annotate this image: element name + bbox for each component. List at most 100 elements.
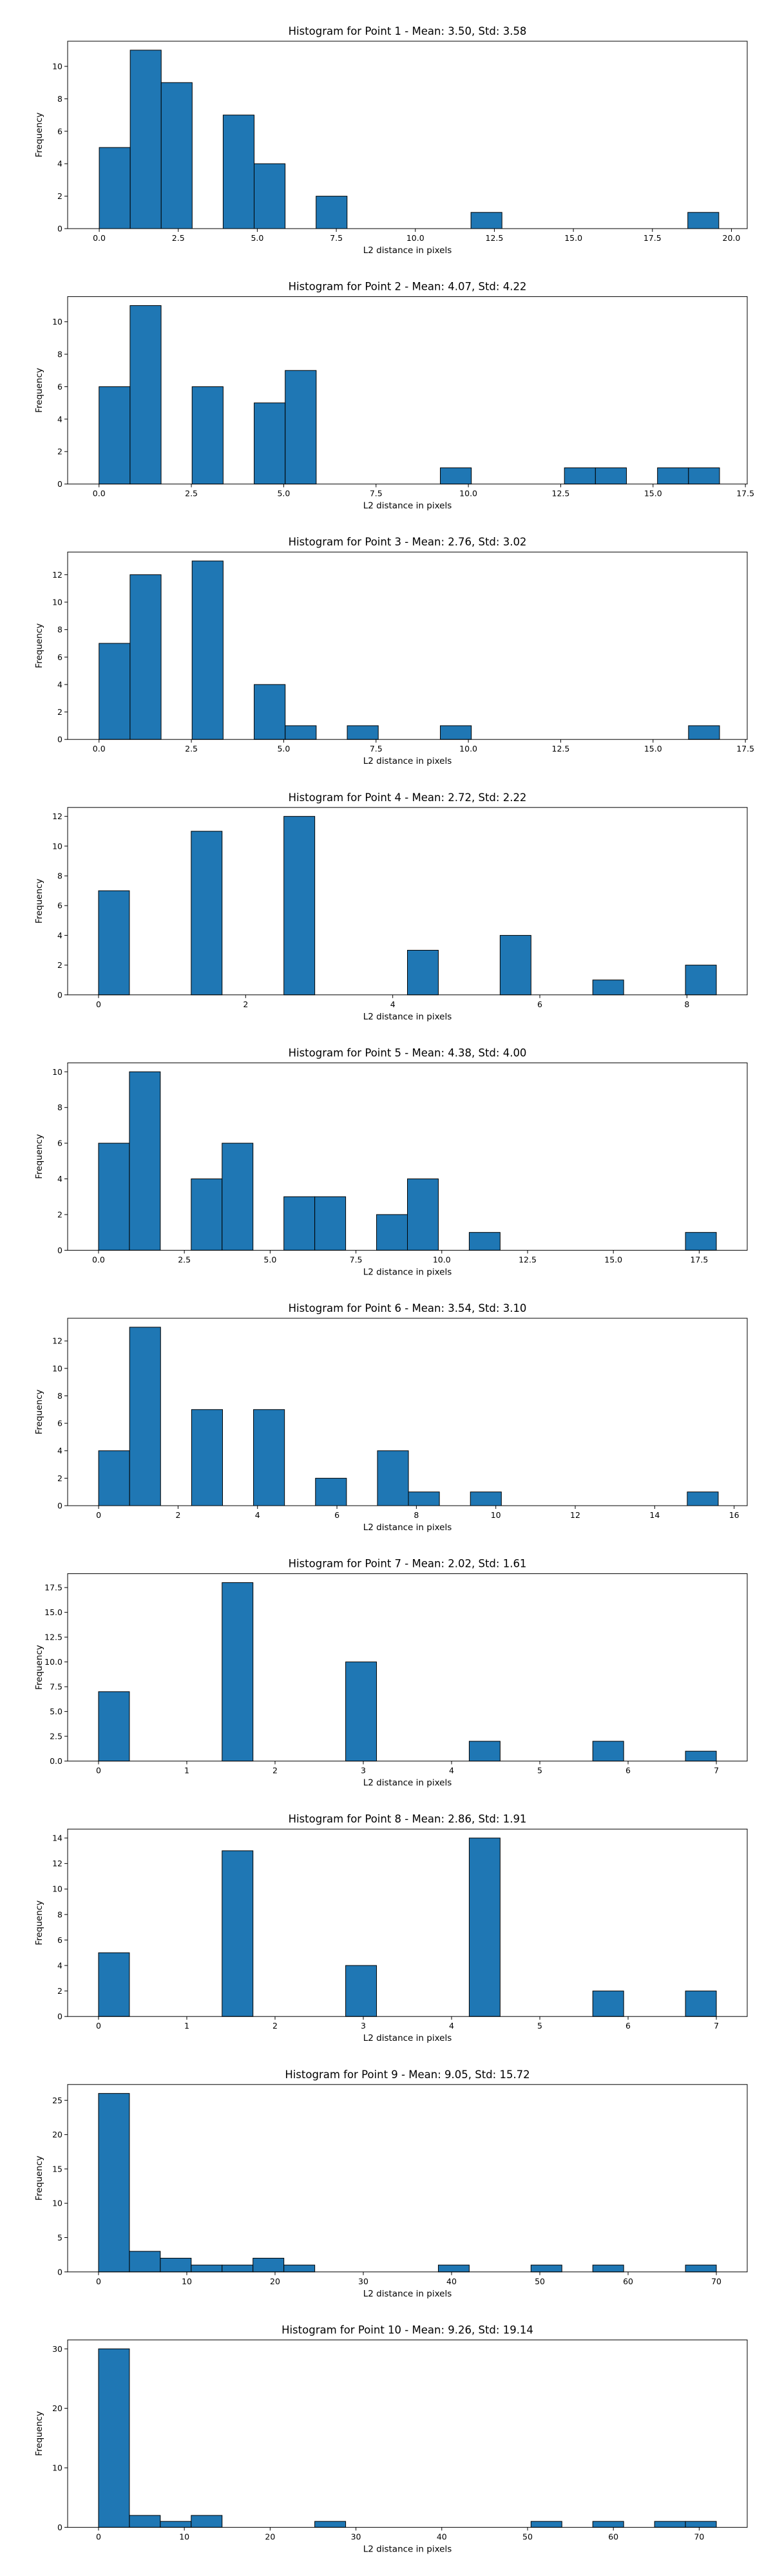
histogram-bar xyxy=(377,1450,409,1506)
y-tick-label: 8 xyxy=(57,625,62,634)
x-tick-label: 17.5 xyxy=(736,744,754,753)
x-tick-label: 4 xyxy=(390,999,396,1009)
x-tick-label: 5.0 xyxy=(277,744,290,753)
x-tick-label: 70 xyxy=(694,2532,704,2541)
y-tick-label: 2.5 xyxy=(50,1732,62,1741)
histogram-bar xyxy=(283,1196,316,1251)
y-axis: 0 2 4 6 8 10 12 14 xyxy=(52,1833,68,2022)
x-axis: 0 2 4 6 8 10 12 14 16 xyxy=(96,1506,740,1520)
histogram-bar xyxy=(98,1142,130,1251)
y-tick-label: 10 xyxy=(52,598,62,607)
histogram-bar xyxy=(129,1327,161,1506)
x-tick-label: 5.0 xyxy=(251,233,263,243)
histogram-bar xyxy=(129,574,162,740)
y-tick-label: 0 xyxy=(57,1501,62,1511)
y-tick-label: 6 xyxy=(57,1419,62,1428)
x-axis-label: L2 distance in pixels xyxy=(363,501,452,511)
histogram-bar xyxy=(407,1179,439,1251)
y-tick-label: 12 xyxy=(52,811,62,821)
x-tick-label: 60 xyxy=(608,2532,618,2541)
x-tick-label: 4 xyxy=(449,1766,454,1776)
histogram-bar xyxy=(687,212,720,229)
y-axis-label: Frequency xyxy=(34,623,44,668)
y-axis-label: Frequency xyxy=(34,1645,44,1690)
x-tick-label: 12.5 xyxy=(519,1255,537,1264)
y-axis-label: Frequency xyxy=(34,1900,44,1946)
y-tick-label: 5 xyxy=(57,2233,62,2242)
x-axis-label: L2 distance in pixels xyxy=(363,245,452,256)
histogram-bar xyxy=(470,212,502,229)
x-tick-label: 0 xyxy=(96,2021,101,2031)
y-axis: 0.0 2.5 5.0 7.5 10.0 12.5 15.0 17.5 xyxy=(44,1583,68,1766)
histogram-bar xyxy=(222,1582,254,1762)
chart-title: Histogram for Point 10 - Mean: 9.26, Std… xyxy=(282,2324,533,2336)
x-tick-label: 15.0 xyxy=(644,489,662,498)
chart-title: Histogram for Point 6 - Mean: 3.54, Std:… xyxy=(289,1302,527,1314)
histogram-bar xyxy=(440,467,472,485)
histogram-bar xyxy=(408,1492,440,1506)
chart-title: Histogram for Point 2 - Mean: 4.07, Std:… xyxy=(289,281,527,293)
x-axis-label: L2 distance in pixels xyxy=(363,756,452,766)
chart-title: Histogram for Point 1 - Mean: 3.50, Std:… xyxy=(289,25,527,37)
x-tick-label: 20 xyxy=(270,2277,280,2286)
y-tick-label: 4 xyxy=(57,679,62,689)
x-axis: 0 1 2 3 4 5 6 7 xyxy=(96,1761,719,1776)
plot-frame xyxy=(67,2339,748,2528)
y-tick-label: 4 xyxy=(57,1174,62,1184)
x-tick-label: 10.0 xyxy=(459,744,477,753)
x-tick-label: 17.5 xyxy=(644,233,662,243)
histogram-bar xyxy=(314,1196,347,1251)
chart-title: Histogram for Point 3 - Mean: 2.76, Std:… xyxy=(289,536,527,548)
x-axis: 0.0 2.5 5.0 7.5 10.0 12.5 15.0 17.5 xyxy=(93,739,754,753)
histogram-bar xyxy=(376,1214,408,1251)
histogram-bar xyxy=(685,2521,717,2528)
x-tick-label: 2 xyxy=(175,1510,180,1520)
y-axis-label: Frequency xyxy=(34,878,44,923)
y-tick-label: 2 xyxy=(57,707,62,717)
histogram-bar xyxy=(160,2521,192,2528)
x-tick-label: 6 xyxy=(625,1766,631,1776)
histogram-bar xyxy=(530,2521,562,2528)
plot-frame xyxy=(67,1318,748,1506)
bars xyxy=(98,1071,717,1251)
chart-2: Histogram for Point 2 - Mean: 4.07, Std:… xyxy=(34,281,754,511)
y-tick-label: 12 xyxy=(52,1336,62,1346)
x-tick-label: 20.0 xyxy=(723,233,741,243)
histogram-bar xyxy=(657,467,689,485)
x-tick-label: 2 xyxy=(272,1766,278,1776)
histogram-bar xyxy=(99,643,131,740)
y-tick-label: 10 xyxy=(52,62,62,71)
x-tick-label: 4 xyxy=(449,2021,454,2031)
histogram-bar xyxy=(685,1232,717,1251)
y-axis: 0 2 4 6 8 10 12 xyxy=(52,570,68,744)
histogram-bar xyxy=(592,1991,624,2017)
histogram-bar xyxy=(315,1477,347,1506)
histogram-bar xyxy=(285,725,317,740)
histogram-bar xyxy=(254,684,286,740)
y-tick-label: 0 xyxy=(57,1245,62,1255)
y-tick-label: 6 xyxy=(57,126,62,136)
y-axis-label: Frequency xyxy=(34,1390,44,1435)
plot-frame xyxy=(67,1828,748,2017)
y-axis: 0 2 4 6 8 10 xyxy=(52,1067,68,1255)
bars xyxy=(98,1327,719,1506)
chart-9: Histogram for Point 9 - Mean: 9.05, Std:… xyxy=(34,2069,748,2299)
chart-4: Histogram for Point 4 - Mean: 2.72, Std:… xyxy=(34,791,748,1022)
y-tick-label: 2 xyxy=(57,447,62,457)
x-axis-label: L2 distance in pixels xyxy=(363,2033,452,2043)
histogram-bar xyxy=(191,1179,223,1251)
y-tick-label: 4 xyxy=(57,414,62,424)
x-axis-label: L2 distance in pixels xyxy=(363,2289,452,2299)
histogram-bar xyxy=(191,1409,223,1506)
histogram-bar xyxy=(285,370,317,485)
histogram-bar xyxy=(98,890,130,996)
plot-frame xyxy=(67,1573,748,1762)
chart-5: Histogram for Point 5 - Mean: 4.38, Std:… xyxy=(34,1046,748,1277)
histogram-bar xyxy=(345,1965,377,2017)
histogram-bar xyxy=(222,1142,254,1251)
y-tick-label: 0 xyxy=(57,2523,62,2532)
x-axis: 0 1 2 3 4 5 6 7 xyxy=(96,2016,719,2031)
chart-10: Histogram for Point 10 - Mean: 9.26, Std… xyxy=(34,2324,748,2554)
x-tick-label: 0.0 xyxy=(93,744,106,753)
